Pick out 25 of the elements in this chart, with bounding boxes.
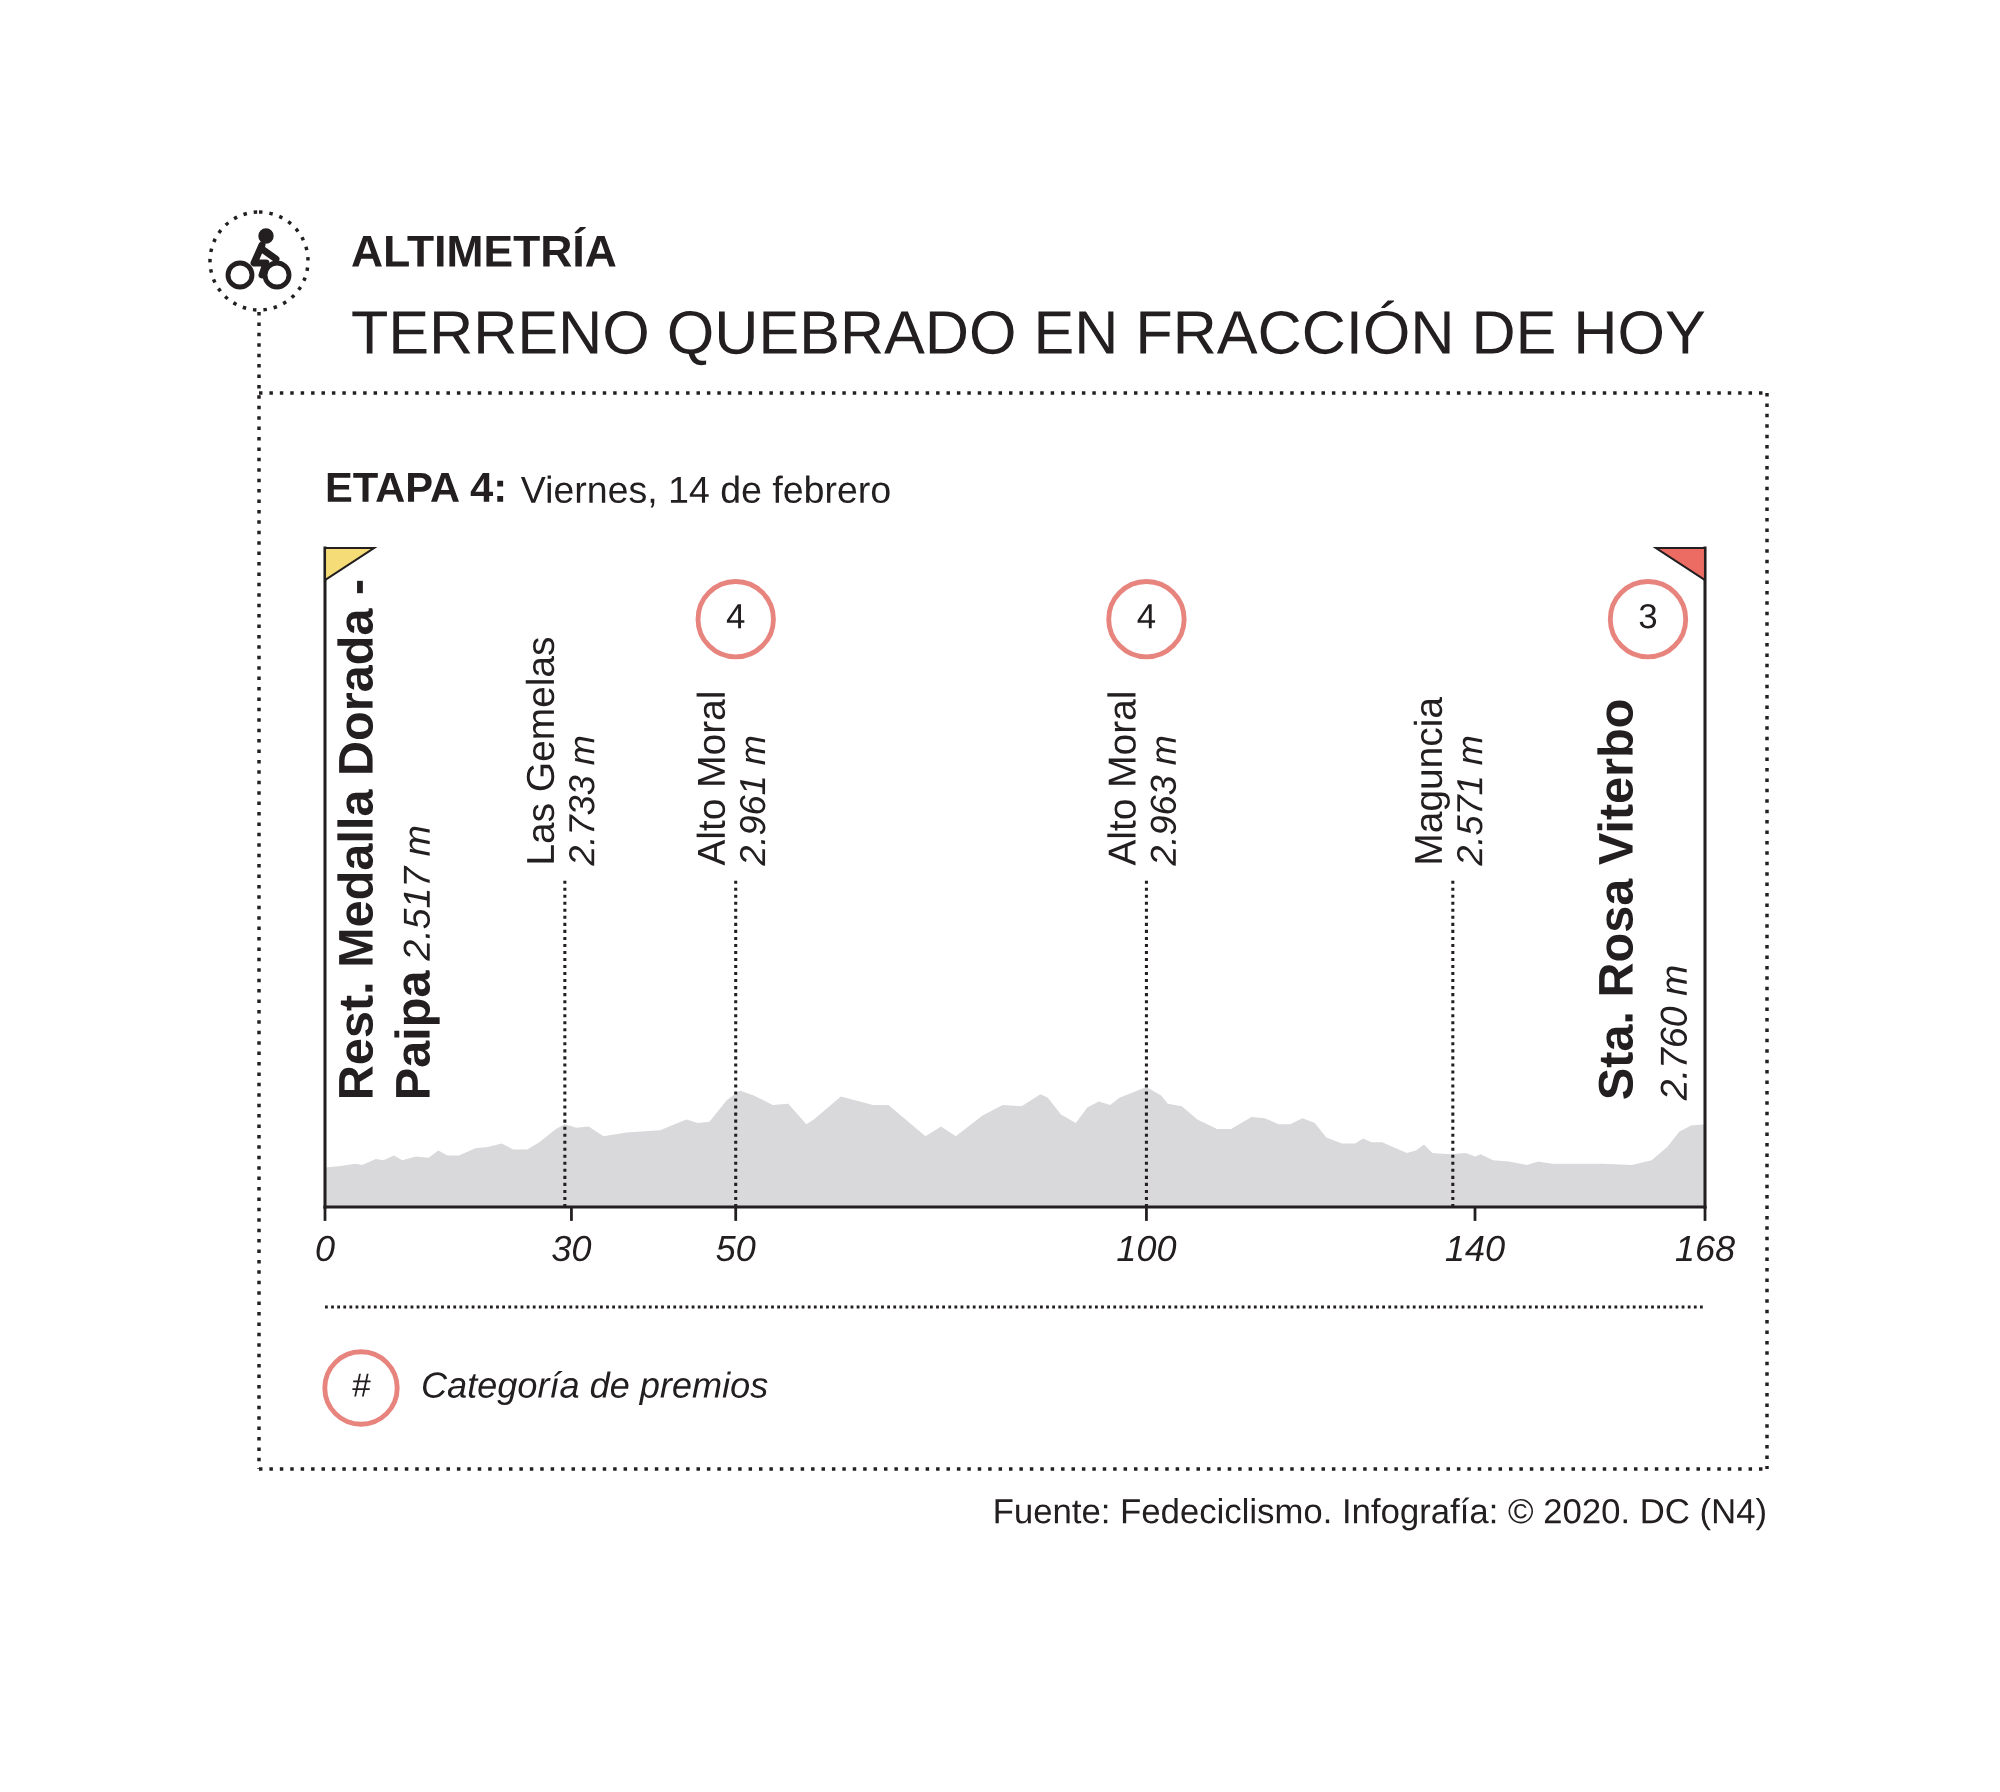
text: # [352,1373,371,1397]
annotation: 2.760 m [1660,966,1688,1101]
x-tick-label: 140 [1445,1235,1505,1262]
chart-subtitle: TERRENO QUEBRADO EN FRACCIÓN DE HOY [352,300,1705,366]
annotation: Sta. Rosa Viterbo [1597,700,1634,1099]
text: Viernes, 14 de febrero [520,475,890,508]
ref-line-label: Maguncia 2.571 m [1413,697,1483,866]
x-tick-label: 0 [316,1235,335,1262]
annotation: Paipa [394,970,440,1097]
text: 4 [726,604,745,629]
chart-title: ALTIMETRÍA [352,227,616,267]
text: ETAPA 4: [327,473,504,502]
text: 4 [1137,604,1156,629]
ref-line-label: Alto Moral 2.963 m [1107,693,1177,866]
x-tick-label: 100 [1117,1235,1177,1262]
x-tick-label: 168 [1675,1235,1735,1262]
source-note: Fuente: Fedeciclismo. Infografía: © 2020. DC (N4) [995,1497,1765,1531]
text: Categoría de premios [422,1370,768,1406]
x-tick-label: 30 [552,1235,592,1262]
x-tick-label: 50 [716,1235,756,1262]
annotation: Rest. Medalla Dorada - [337,580,374,1097]
ref-line-label: Alto Moral 2.961 m [696,693,766,866]
text: 3 [1639,603,1657,629]
ref-line-label: Las Gemelas 2.733 m [525,637,595,866]
text: 2.517 m [403,826,431,961]
